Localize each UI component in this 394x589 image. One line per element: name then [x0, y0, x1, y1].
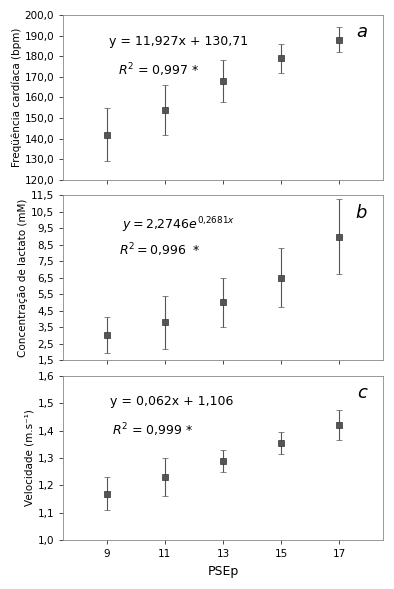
Text: a: a: [356, 24, 367, 41]
Text: y = 0,062x + 1,106: y = 0,062x + 1,106: [110, 395, 234, 408]
Text: y = 11,927x + 130,71: y = 11,927x + 130,71: [109, 35, 248, 48]
Text: $y = 2{,}2746e^{0{,}2681x}$: $y = 2{,}2746e^{0{,}2681x}$: [122, 215, 235, 235]
Text: b: b: [355, 204, 367, 221]
Y-axis label: Concentração de lactato (mM): Concentração de lactato (mM): [18, 198, 28, 357]
Text: $R^2$ = 0,997 *: $R^2$ = 0,997 *: [118, 61, 200, 79]
Text: $R^2 = 0{,}996\ *$: $R^2 = 0{,}996\ *$: [119, 241, 199, 259]
X-axis label: PSEp: PSEp: [207, 565, 239, 578]
Text: $R^2$ = 0,999 *: $R^2$ = 0,999 *: [112, 422, 193, 439]
Y-axis label: Freqüência cardíaca (bpm): Freqüência cardíaca (bpm): [11, 28, 22, 167]
Y-axis label: Velocidade (m.s⁻¹): Velocidade (m.s⁻¹): [24, 409, 35, 507]
Text: c: c: [357, 384, 367, 402]
